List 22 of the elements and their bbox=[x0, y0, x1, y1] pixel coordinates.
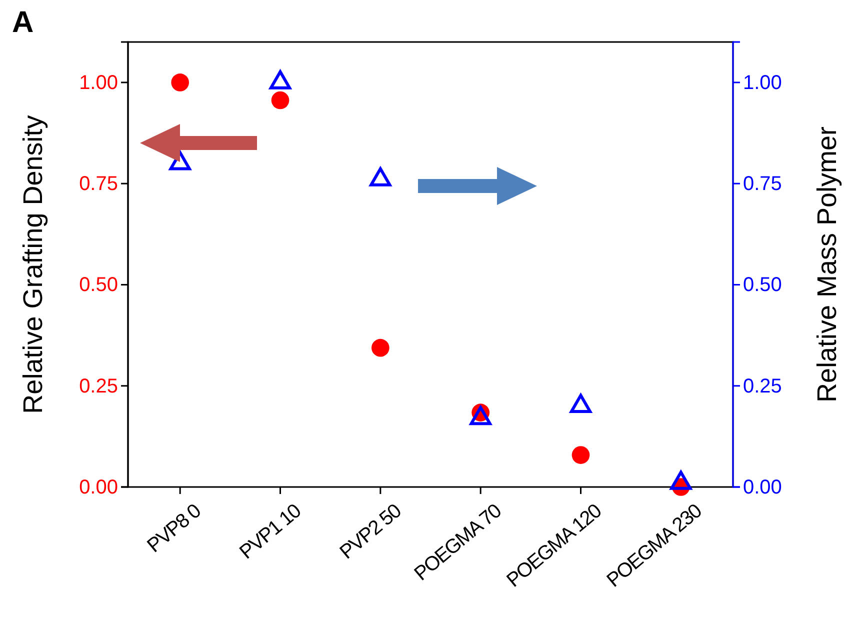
point bbox=[572, 446, 590, 464]
point bbox=[670, 470, 692, 490]
text: A bbox=[12, 6, 34, 39]
point bbox=[271, 91, 290, 110]
y2-tick-label: 0.00 bbox=[743, 476, 782, 498]
y-tick-label: 0.00 bbox=[79, 476, 118, 498]
y2-tick-label: 0.50 bbox=[743, 274, 782, 296]
y-tick-label: 1.00 bbox=[79, 72, 118, 94]
y-tick-label: 0.75 bbox=[79, 172, 118, 195]
point bbox=[371, 338, 390, 357]
point bbox=[570, 394, 592, 413]
y-tick-label: 0.50 bbox=[79, 274, 118, 296]
point bbox=[470, 406, 492, 426]
point bbox=[269, 70, 292, 90]
y2-tick-label: 1.00 bbox=[743, 72, 782, 94]
y2-axis-title: Relative Mass Polymer bbox=[812, 126, 842, 403]
y-axis-title: Relative Grafting Density bbox=[18, 114, 48, 414]
y-tick-label: 0.25 bbox=[79, 375, 118, 398]
y2-tick-label: 0.25 bbox=[743, 375, 782, 398]
point bbox=[171, 74, 190, 92]
y2-tick-label: 0.75 bbox=[743, 172, 782, 195]
point bbox=[370, 167, 392, 186]
